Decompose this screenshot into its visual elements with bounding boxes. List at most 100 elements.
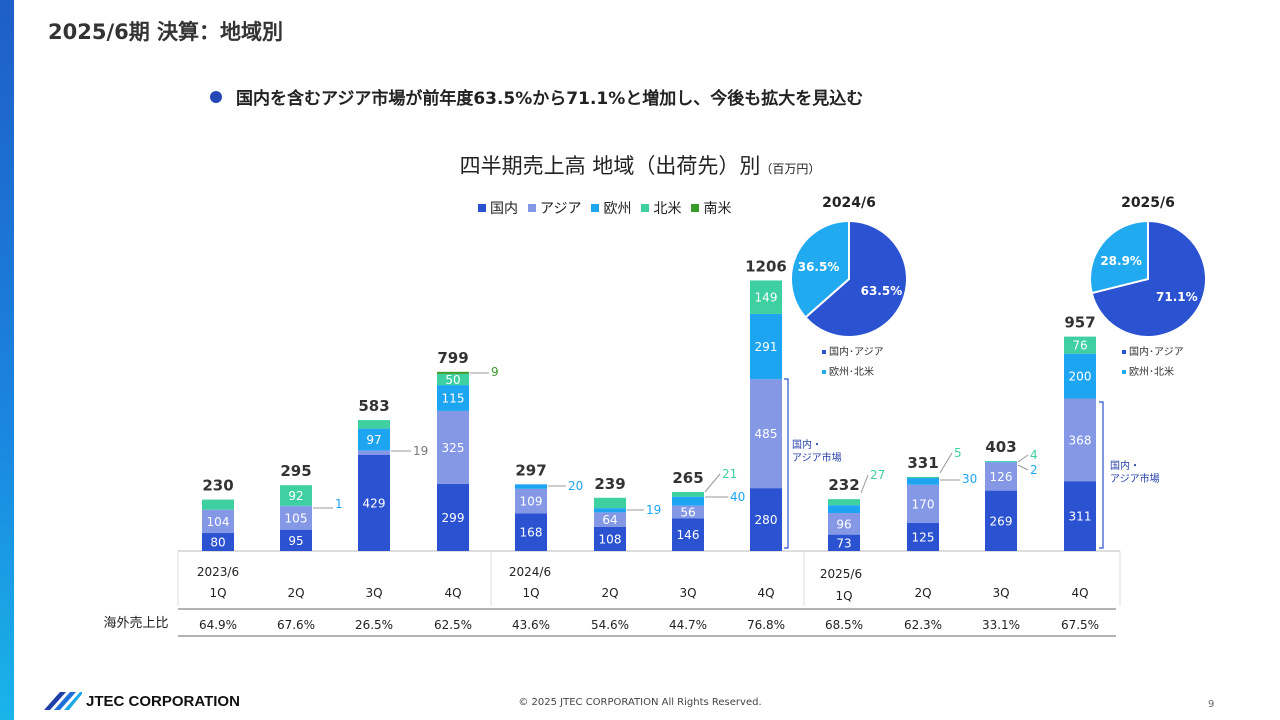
copyright-footer: © 2025 JTEC CORPORATION All Rights Reser… [518,697,762,708]
bar-segment [750,488,782,551]
legend-label: アジア [540,201,582,217]
pie-percent-label: 36.5% [798,260,840,274]
jtec-logo-icon [44,692,82,710]
overseas-ratio-value: 67.6% [277,618,315,632]
bar-segment [437,371,469,374]
bar-segment [672,496,704,506]
total-label: 265 [672,469,703,487]
total-label: 239 [594,475,625,493]
callout-label: 1 [335,497,343,511]
bracket-line [784,378,789,549]
pie-legend-swatch [822,370,826,374]
pie-legend-label: 欧州･北米 [829,365,874,378]
data-label: 76 [1072,339,1087,353]
callout-leader-line [939,452,953,474]
callout-label: 21 [722,467,737,481]
legend-item-south-america: 南米 [691,198,731,218]
category-tick-label: 3Q [992,586,1009,600]
callout-leader-line [704,473,721,493]
callout-label: 5 [954,446,962,460]
category-tick-label: 3Q [365,586,382,600]
bar-segment [594,512,626,527]
bar-segment [672,518,704,551]
data-label: 269 [990,514,1013,528]
data-label: 108 [599,532,622,546]
bar-segment [280,485,312,506]
legend-item-north-america: 北米 [641,198,681,218]
category-tick-label: 1Q [209,586,226,600]
bar-segment [358,428,390,451]
data-label: 299 [442,511,465,525]
data-label: 64 [602,513,617,527]
overseas-ratio-value: 54.6% [591,618,629,632]
data-label: 311 [1069,510,1092,524]
legend-item-domestic: 国内 [478,198,518,218]
bar-segment [672,491,704,497]
pie-legend-label: 欧州･北米 [1129,365,1174,378]
bracket-line [1099,401,1104,549]
data-label: 115 [442,392,465,406]
bar-segment [437,373,469,386]
callout-label: 19 [413,444,428,458]
bar-segment [202,533,234,551]
headline-bullet: 国内を含むアジア市場が前年度63.5%から71.1%と増加し、今後も拡大を見込む [210,84,863,109]
chart-title-text: 四半期売上高 地域（出荷先）別 [459,154,761,178]
bar-segment [750,280,782,314]
overseas-ratio-value: 44.7% [669,618,707,632]
regional-sales-chart: 2023/6 2024/6 2025/6 1Q 2Q 3Q 4Q 1Q 2Q 3Q 4Q 1Q 2Q 3Q… [103,195,1207,637]
data-label: 291 [755,340,778,354]
legend-label: 南米 [703,201,732,217]
bar-segment [828,513,860,535]
bullet-dot-icon [210,91,222,103]
category-tick-label: 2Q [287,586,304,600]
pie-slice [790,219,850,319]
data-label: 429 [363,496,386,510]
category-tick-label: 1Q [522,586,539,600]
pie-title: 2024/6 [822,195,876,211]
legend-item-europe: 欧州 [591,198,631,218]
callout-label: 40 [730,490,745,504]
overseas-ratio-value: 67.5% [1061,618,1099,632]
overseas-ratio-value: 33.1% [982,618,1020,632]
bar-segment [358,454,390,551]
callout-leader-line [860,474,869,494]
pie-percent-label: 28.9% [1100,254,1142,268]
data-label: 95 [288,534,303,548]
data-label: 56 [680,505,695,519]
bar-segment [907,484,939,523]
bar-segment [1064,336,1096,354]
bar-segment [907,476,939,479]
callout-label: 9 [491,365,499,379]
overseas-ratio-value: 68.5% [825,618,863,632]
data-label: 170 [912,497,935,511]
callout-label: 20 [568,479,583,493]
company-logo: JTEC CORPORATION [42,690,240,712]
pie-slice [1089,219,1149,295]
bar-segment [907,522,939,551]
bracket-label: 国内・ [1110,459,1140,472]
data-label: 125 [912,530,935,544]
total-label: 230 [202,477,233,495]
headline-text: 国内を含むアジア市場が前年度63.5%から71.1%と増加し、今後も拡大を見込む [236,89,864,109]
pie-legend-swatch [822,350,826,354]
bar-segment [828,534,860,551]
data-label: 105 [285,511,308,525]
bar-segment [750,379,782,489]
category-tick-label: 2Q [914,586,931,600]
pie-title: 2025/6 [1121,195,1175,211]
pie-percent-label: 71.1% [1156,290,1198,304]
total-label: 297 [515,461,546,479]
data-label: 97 [366,433,381,447]
legend-swatch [591,204,600,212]
bracket-label: 国内・ [792,438,822,451]
callout-label: 30 [962,472,977,486]
bar-segment [358,420,390,429]
data-label: 280 [755,513,778,527]
total-label: 295 [280,462,311,480]
overseas-ratio-value: 26.5% [355,618,393,632]
bar-segment [515,513,547,551]
page-number: 9 [1208,699,1215,710]
period-label: 2025/6 [820,567,862,581]
overseas-ratio-value: 64.9% [199,618,237,632]
overseas-ratio-value: 62.5% [434,618,472,632]
